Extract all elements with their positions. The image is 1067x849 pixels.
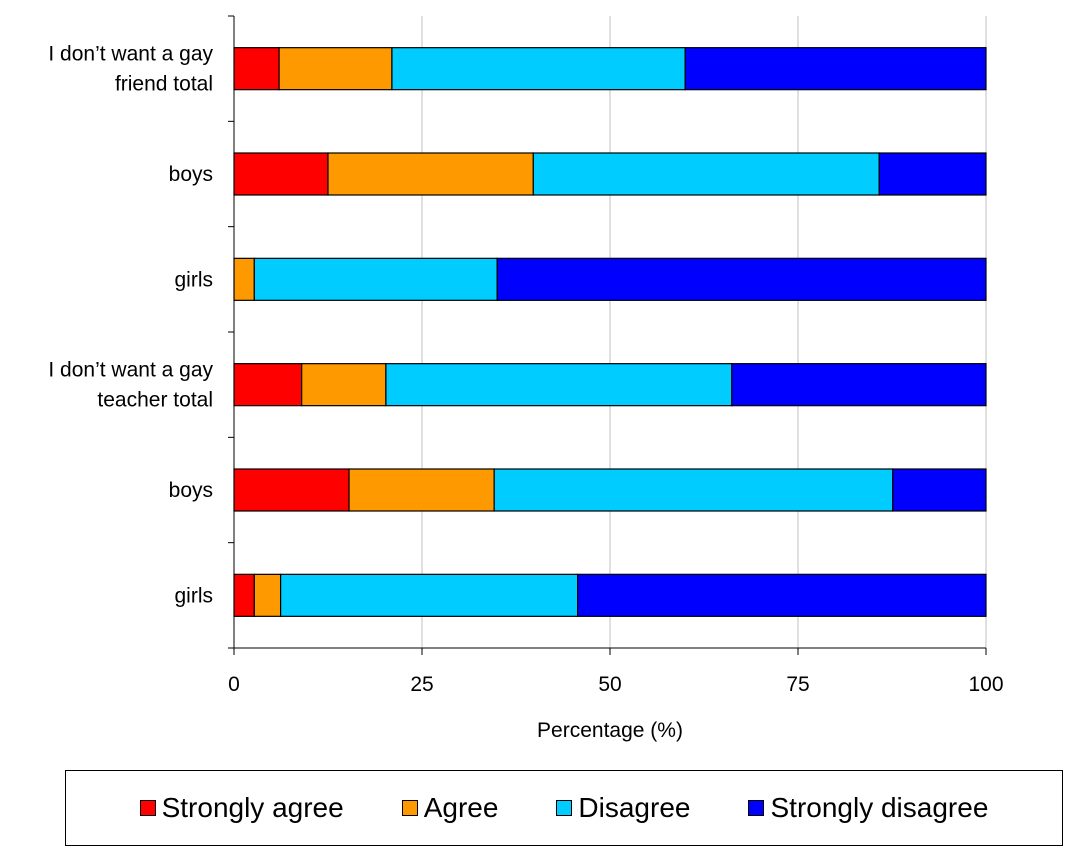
bars: [233, 47, 987, 617]
x-tick-label: 25: [410, 673, 433, 696]
axes: [228, 15, 987, 655]
legend-label: Strongly disagree: [770, 792, 989, 823]
bar-segment: [301, 363, 387, 407]
bar-segment: [684, 47, 987, 91]
bar-segment: [577, 573, 987, 617]
legend-label: Disagree: [578, 792, 691, 823]
x-axis-title: Percentage (%): [537, 719, 683, 742]
bar-segment: [385, 363, 733, 407]
grid-lines: [421, 16, 987, 648]
bar-segment: [280, 573, 579, 617]
bar-segment: [233, 468, 350, 512]
bar-segment: [278, 47, 393, 91]
legend-swatch: [139, 800, 156, 816]
bar-segment: [233, 363, 303, 407]
category-label: girls: [174, 268, 213, 291]
stacked-bar-chart: I don’t want a gay friend total boys girls I…: [48, 15, 1004, 742]
category-label: girls: [174, 584, 213, 607]
bar-segment: [493, 468, 894, 512]
legend: Strongly agree Agree Disagree Strongly disa…: [65, 770, 1063, 846]
x-tick-label: 75: [786, 673, 809, 696]
bar-segment: [253, 573, 282, 617]
bar-segment: [731, 363, 987, 407]
category-label: I don’t want a gay: [48, 359, 213, 382]
x-tick-labels: 0 25 50 75 100: [228, 673, 1003, 696]
category-label: I don’t want a gay: [48, 43, 213, 66]
bar-segment: [327, 152, 534, 196]
x-tick-label: 50: [598, 673, 621, 696]
legend-item: Strongly agree: [139, 792, 344, 824]
legend-swatch: [401, 800, 418, 816]
legend-swatch: [556, 800, 573, 816]
bar-segment: [878, 152, 987, 196]
category-label: teacher total: [97, 389, 213, 412]
x-tick-label: 0: [228, 673, 240, 696]
legend-item: Strongly disagree: [748, 792, 988, 824]
legend-swatch: [748, 800, 765, 816]
category-label: friend total: [115, 73, 213, 96]
legend-label: Agree: [423, 792, 499, 823]
x-tick-label: 100: [968, 673, 1003, 696]
category-label: boys: [169, 163, 213, 186]
legend-label: Strongly agree: [161, 792, 344, 823]
bar-segment: [532, 152, 880, 196]
bar-segment: [348, 468, 495, 512]
bar-segment: [233, 573, 255, 617]
bar-segment: [892, 468, 987, 512]
bar-segment: [233, 47, 280, 91]
bar-segment: [496, 257, 987, 301]
legend-item: Disagree: [556, 792, 690, 824]
bar-segment: [233, 257, 255, 301]
bar-segment: [391, 47, 686, 91]
category-label: boys: [169, 479, 213, 502]
category-labels: I don’t want a gay friend total boys girls I…: [48, 43, 213, 608]
bar-segment: [253, 257, 498, 301]
bar-segment: [233, 152, 329, 196]
legend-item: Agree: [401, 792, 499, 824]
